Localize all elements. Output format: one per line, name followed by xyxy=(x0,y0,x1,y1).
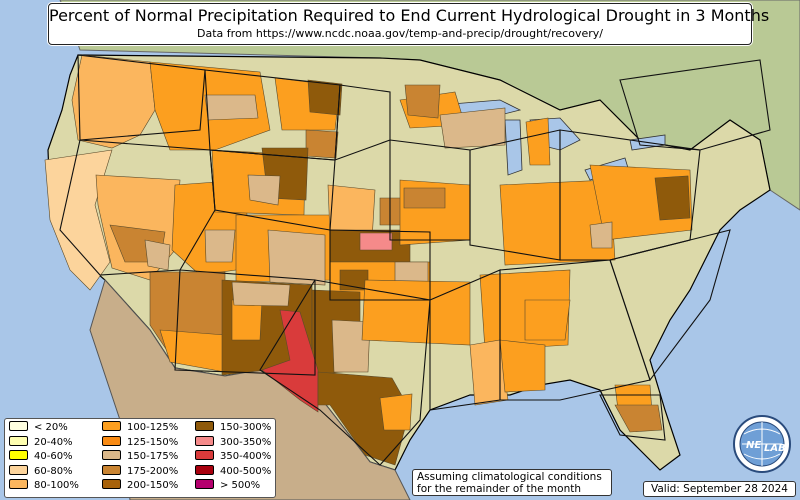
drought-region xyxy=(379,393,413,431)
legend-swatch xyxy=(195,421,214,431)
legend-swatch xyxy=(195,464,214,475)
legend-item: 80-100% xyxy=(9,479,79,491)
drought-region xyxy=(394,261,429,283)
legend-item: 200-150% xyxy=(102,479,178,491)
drought-region xyxy=(403,187,446,209)
logo-text-1: NE xyxy=(746,440,761,451)
legend-swatch xyxy=(195,450,214,460)
state-border xyxy=(599,394,666,441)
legend-label: 150-300% xyxy=(220,422,272,433)
drought-region xyxy=(404,84,441,119)
state-border xyxy=(619,59,771,151)
legend-item: 400-500% xyxy=(195,464,272,477)
state-border xyxy=(77,54,206,141)
state-border xyxy=(174,269,316,376)
legend-swatch xyxy=(9,435,28,446)
legend-swatch xyxy=(9,450,28,460)
legend-label: 400-500% xyxy=(220,465,272,477)
legend: < 20% 20-40% 40-60% 60-80% 80-100% 100-125% 12… xyxy=(4,418,276,498)
drought-region xyxy=(525,117,551,166)
assumption-note: Assuming climatological conditions for t… xyxy=(412,469,612,496)
drought-region xyxy=(261,309,319,413)
logo-text-2: LAB xyxy=(764,443,786,454)
legend-swatch xyxy=(102,421,121,431)
legend-label: < 20% xyxy=(34,422,68,433)
map-subtitle: Data from https://www.ncdc.noaa.gov/temp… xyxy=(197,27,603,40)
drought-region xyxy=(204,94,259,121)
legend-swatch xyxy=(195,435,214,446)
legend-label: 125-150% xyxy=(127,436,179,448)
legend-label: 40-60% xyxy=(34,451,73,462)
legend-item: < 20% xyxy=(9,421,68,433)
title-box: Percent of Normal Precipitation Required… xyxy=(48,3,770,45)
state-borders xyxy=(59,54,771,466)
legend-item: > 500% xyxy=(195,479,260,491)
drought-region xyxy=(499,179,616,266)
legend-swatch xyxy=(9,479,28,489)
drought-region xyxy=(267,229,326,286)
nexlab-logo: NE LAB xyxy=(733,415,791,473)
note-line-1: Assuming climatological conditions xyxy=(417,471,602,483)
legend-label: 150-175% xyxy=(127,451,179,462)
state-border xyxy=(499,259,651,401)
drought-region xyxy=(247,174,281,206)
legend-item: 175-200% xyxy=(102,464,179,477)
state-border xyxy=(609,229,731,382)
legend-item: 350-400% xyxy=(195,450,271,462)
drought-region xyxy=(307,79,343,116)
drought-region xyxy=(439,107,506,149)
legend-item: 150-300% xyxy=(195,421,271,433)
drought-region xyxy=(231,299,263,341)
drought-regions xyxy=(44,54,693,466)
legend-swatch xyxy=(102,435,121,446)
drought-region xyxy=(204,229,236,263)
legend-item: 40-60% xyxy=(9,450,73,462)
legend-swatch xyxy=(195,479,214,489)
drought-region xyxy=(231,281,291,307)
legend-item: 100-125% xyxy=(102,421,178,433)
drought-region xyxy=(654,175,691,221)
legend-label: 175-200% xyxy=(127,465,179,477)
legend-label: 80-100% xyxy=(34,480,79,491)
legend-item: 60-80% xyxy=(9,464,73,477)
drought-region xyxy=(499,339,546,393)
drought-region xyxy=(589,221,613,249)
drought-region xyxy=(305,129,339,159)
drought-region xyxy=(331,319,371,373)
great-lakes xyxy=(439,99,666,181)
drought-region xyxy=(144,239,171,271)
drought-region xyxy=(359,232,393,251)
drought-region xyxy=(524,299,571,341)
legend-item: 20-40% xyxy=(9,435,73,448)
legend-swatch xyxy=(102,450,121,460)
legend-label: 300-350% xyxy=(220,436,272,448)
drought-region xyxy=(44,149,113,291)
legend-item: 300-350% xyxy=(195,435,272,448)
legend-swatch xyxy=(9,421,28,431)
legend-swatch xyxy=(102,479,121,489)
note-line-2: for the remainder of the month xyxy=(417,483,582,495)
legend-label: 100-125% xyxy=(127,422,179,433)
valid-date: Valid: September 28 2024 xyxy=(643,481,796,497)
legend-label: 350-400% xyxy=(220,451,272,462)
map-title: Percent of Normal Precipitation Required… xyxy=(49,6,770,25)
drought-region xyxy=(614,404,663,433)
legend-label: 60-80% xyxy=(34,465,73,477)
legend-item: 150-175% xyxy=(102,450,178,462)
legend-swatch xyxy=(102,464,121,475)
legend-swatch xyxy=(9,464,28,475)
legend-label: 20-40% xyxy=(34,436,73,448)
legend-label: 200-150% xyxy=(127,480,179,491)
legend-item: 125-150% xyxy=(102,435,179,448)
drought-region xyxy=(317,371,411,466)
legend-label: > 500% xyxy=(220,480,261,491)
